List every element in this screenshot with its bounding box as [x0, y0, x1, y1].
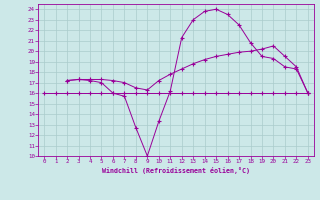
X-axis label: Windchill (Refroidissement éolien,°C): Windchill (Refroidissement éolien,°C)	[102, 167, 250, 174]
